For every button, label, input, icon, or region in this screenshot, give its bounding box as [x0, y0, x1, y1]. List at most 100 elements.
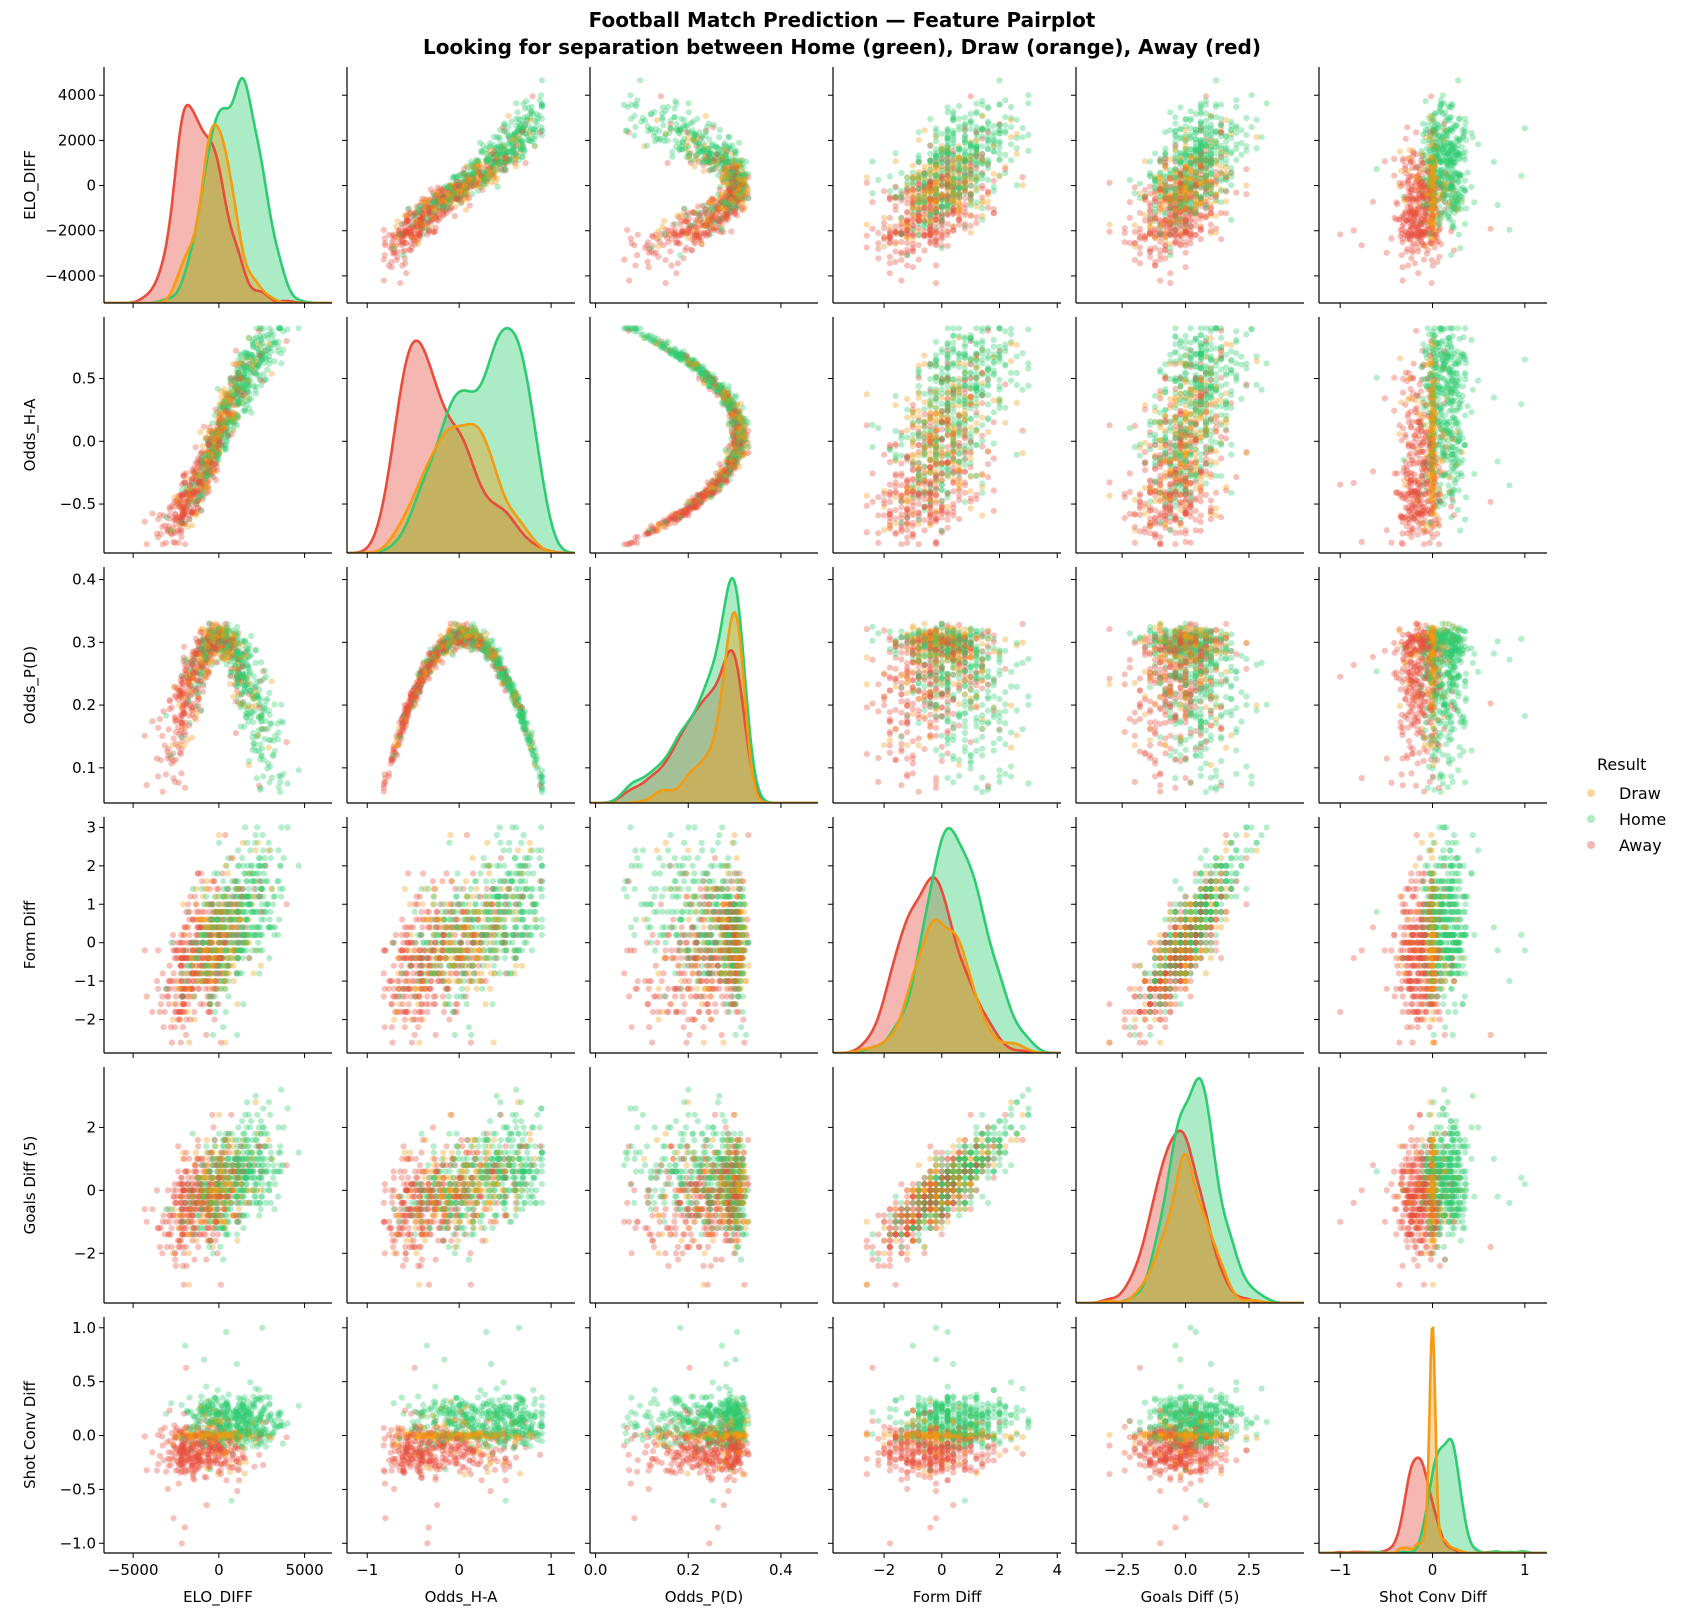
point-home [1455, 231, 1462, 238]
point-home [967, 140, 974, 148]
point-away [644, 239, 652, 246]
point-draw [487, 163, 494, 170]
point-home [419, 219, 426, 226]
point-home [1162, 183, 1169, 190]
point-away [1182, 242, 1189, 249]
point-home [961, 137, 969, 144]
point-away [665, 227, 672, 234]
point-home [1212, 157, 1220, 164]
point-draw [1207, 230, 1214, 237]
point-away [409, 232, 416, 240]
point-away [898, 194, 905, 201]
point-away [439, 194, 446, 201]
point-away [705, 216, 712, 223]
point-home [700, 148, 707, 156]
point-away [405, 215, 412, 222]
point-home [927, 166, 934, 174]
point-away [1369, 198, 1377, 205]
point-draw [691, 228, 699, 235]
point-home [508, 158, 515, 166]
point-home [733, 186, 741, 193]
point-draw [956, 190, 963, 197]
point-away [938, 172, 945, 179]
point-away [1121, 229, 1128, 236]
point-away [685, 229, 692, 236]
point-home [690, 137, 697, 144]
point-home [944, 143, 951, 151]
point-home [739, 175, 746, 182]
point-home [973, 147, 980, 154]
point-away [875, 255, 882, 262]
point-away [944, 193, 951, 200]
point-draw [499, 142, 506, 150]
point-home [697, 143, 704, 151]
point-away [436, 214, 443, 222]
point-away [704, 229, 712, 236]
point-draw [732, 189, 739, 196]
point-home [932, 171, 940, 178]
point-draw [932, 199, 940, 206]
point-home [944, 150, 951, 157]
point-away [417, 225, 424, 232]
point-away [396, 232, 403, 239]
point-home [944, 141, 951, 148]
point-home [485, 144, 492, 151]
point-home [990, 187, 997, 195]
point-away [689, 236, 696, 243]
point-draw [956, 207, 963, 214]
point-away [1141, 233, 1149, 240]
point-draw [684, 134, 692, 141]
point-away [739, 192, 746, 199]
point-home [661, 133, 668, 140]
point-home [728, 187, 735, 194]
point-home [496, 134, 503, 141]
point-home [892, 184, 899, 191]
point-draw [1212, 190, 1220, 197]
point-home [921, 191, 928, 198]
point-away [927, 226, 934, 233]
point-home [1192, 173, 1199, 180]
point-away [728, 178, 735, 186]
point-home [511, 129, 518, 136]
point-home [1197, 118, 1204, 125]
point-home [1450, 205, 1457, 212]
point-home [738, 185, 745, 192]
point-away [1388, 235, 1395, 242]
point-home [1192, 172, 1199, 179]
point-away [399, 239, 407, 246]
point-away [740, 188, 747, 195]
point-home [695, 147, 703, 155]
point-home [509, 148, 516, 155]
point-home [1243, 143, 1250, 150]
point-draw [682, 230, 690, 237]
point-home [973, 153, 980, 160]
point-away [967, 191, 974, 199]
point-away [909, 247, 917, 254]
point-home [736, 185, 743, 192]
point-draw [723, 170, 730, 177]
point-home [510, 146, 517, 153]
point-away [649, 233, 657, 240]
point-draw [667, 126, 674, 133]
point-away [1157, 157, 1164, 164]
point-home [705, 154, 712, 162]
point-home [973, 143, 980, 150]
point-draw [961, 185, 969, 192]
point-home [984, 105, 992, 112]
point-home [721, 140, 728, 147]
point-draw [457, 188, 464, 195]
point-home [915, 193, 922, 200]
point-draw [733, 182, 740, 189]
point-away [944, 172, 951, 179]
point-away [1182, 210, 1189, 217]
point-away [1402, 165, 1409, 172]
point-away [723, 208, 730, 215]
point-draw [431, 200, 438, 207]
point-home [492, 144, 499, 151]
point-away [956, 209, 963, 216]
point-away [1167, 203, 1174, 210]
point-home [956, 192, 963, 199]
point-away [658, 231, 665, 238]
point-home [909, 169, 917, 176]
point-draw [734, 187, 742, 194]
